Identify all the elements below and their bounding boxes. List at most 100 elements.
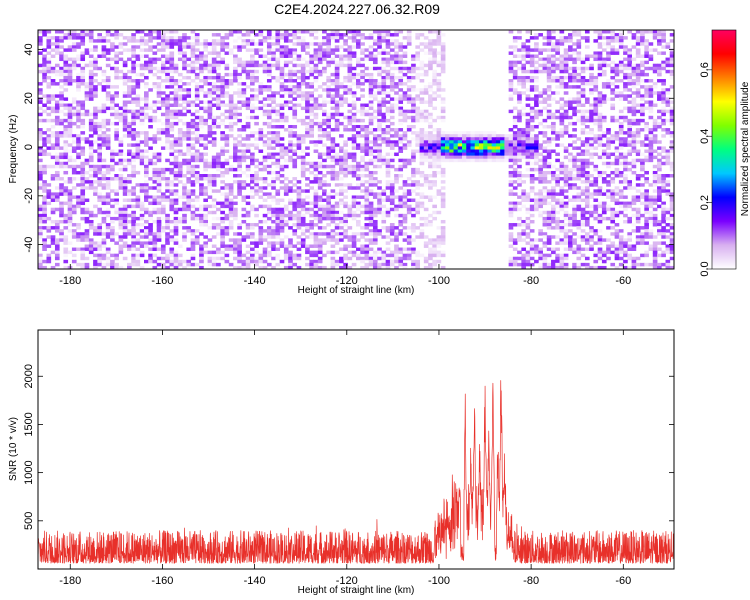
heatmap-cell bbox=[584, 66, 590, 71]
heatmap-cell bbox=[415, 134, 420, 138]
heatmap-cell bbox=[576, 170, 582, 175]
heatmap-cell bbox=[279, 219, 285, 224]
heatmap-cell bbox=[589, 146, 594, 150]
heatmap-cell bbox=[216, 189, 221, 193]
heatmap-cell bbox=[351, 36, 357, 40]
heatmap-cell bbox=[372, 54, 378, 58]
heatmap-cell bbox=[305, 100, 310, 104]
heatmap-cell bbox=[118, 75, 124, 80]
heatmap-cell bbox=[601, 152, 607, 157]
heatmap-cell bbox=[334, 204, 340, 209]
heatmap-cell bbox=[466, 149, 471, 153]
heatmap-cell bbox=[415, 180, 420, 184]
heatmap-cell bbox=[517, 207, 522, 212]
heatmap-cell bbox=[50, 118, 56, 123]
heatmap-cell bbox=[135, 143, 141, 147]
heatmap-cell bbox=[177, 134, 183, 138]
heatmap-cell bbox=[576, 79, 582, 83]
heatmap-cell bbox=[568, 152, 573, 157]
heatmap-cell bbox=[313, 88, 319, 92]
heatmap-cell bbox=[512, 152, 518, 157]
heatmap-cell bbox=[385, 140, 391, 144]
heatmap-cell bbox=[97, 143, 102, 147]
heatmap-cell bbox=[631, 106, 637, 111]
heatmap-cell bbox=[194, 42, 200, 46]
heatmap-cell bbox=[190, 79, 196, 83]
heatmap-cell bbox=[245, 137, 251, 141]
heatmap-cell bbox=[428, 45, 433, 49]
heatmap-cell bbox=[241, 63, 247, 68]
heatmap-cell bbox=[54, 45, 60, 49]
heatmap-cell bbox=[131, 54, 136, 58]
heatmap-cell bbox=[661, 106, 666, 111]
heatmap-cell bbox=[46, 69, 52, 74]
heatmap-cell bbox=[402, 198, 408, 202]
heatmap-cell bbox=[224, 137, 230, 141]
heatmap-cell bbox=[237, 155, 242, 160]
heatmap-cell bbox=[580, 109, 586, 114]
heatmap-cell bbox=[440, 170, 446, 175]
heatmap-cell bbox=[194, 60, 200, 65]
heatmap-cell bbox=[661, 134, 666, 138]
heatmap-cell bbox=[351, 204, 357, 209]
heatmap-cell bbox=[127, 134, 132, 138]
heatmap-cell bbox=[300, 39, 306, 43]
heatmap-cell bbox=[207, 134, 213, 138]
heatmap-cell bbox=[411, 180, 416, 184]
heatmap-cell bbox=[309, 131, 314, 135]
heatmap-cell bbox=[644, 134, 649, 138]
heatmap-cell bbox=[71, 204, 77, 209]
heatmap-cell bbox=[563, 48, 569, 52]
heatmap-cell bbox=[326, 75, 331, 80]
heatmap-cell bbox=[555, 201, 560, 206]
heatmap-cell bbox=[432, 30, 437, 34]
heatmap-cell bbox=[631, 170, 637, 175]
heatmap-cell bbox=[411, 66, 416, 71]
heatmap-cell bbox=[593, 152, 599, 157]
heatmap-cell bbox=[445, 155, 450, 160]
heatmap-cell bbox=[483, 158, 488, 163]
heatmap-cell bbox=[317, 155, 323, 160]
heatmap-cell bbox=[250, 131, 255, 135]
heatmap-cell bbox=[216, 152, 221, 157]
heatmap-cell bbox=[644, 189, 649, 193]
heatmap-cell bbox=[250, 75, 255, 80]
heatmap-cell bbox=[593, 137, 599, 141]
heatmap-cell bbox=[381, 128, 387, 132]
heatmap-cell bbox=[220, 134, 225, 138]
heatmap-cell bbox=[385, 75, 391, 80]
heatmap-cell bbox=[322, 134, 327, 138]
heatmap-cell bbox=[428, 48, 433, 52]
heatmap-cell bbox=[148, 103, 153, 107]
heatmap-cell bbox=[381, 36, 387, 40]
heatmap-cell bbox=[593, 134, 599, 138]
heatmap-cell bbox=[80, 72, 86, 77]
heatmap-cell bbox=[436, 128, 442, 132]
heatmap-cell bbox=[334, 33, 340, 37]
heatmap-cell bbox=[343, 152, 348, 157]
heatmap-cell bbox=[131, 63, 136, 68]
heatmap-cell bbox=[381, 30, 387, 34]
heatmap-cell bbox=[648, 210, 654, 215]
heatmap-cell bbox=[648, 66, 654, 71]
heatmap-cell bbox=[339, 183, 344, 187]
heatmap-cell bbox=[266, 210, 272, 215]
heatmap-cell bbox=[601, 207, 607, 212]
heatmap-cell bbox=[250, 103, 255, 107]
heatmap-cell bbox=[351, 124, 357, 129]
heatmap-cell bbox=[144, 198, 149, 202]
heatmap-cell bbox=[449, 140, 454, 144]
heatmap-cell bbox=[415, 137, 420, 141]
heatmap-cell bbox=[194, 103, 200, 107]
heatmap-cell bbox=[169, 30, 175, 34]
heatmap-cell bbox=[54, 69, 60, 74]
heatmap-cell bbox=[623, 82, 628, 86]
heatmap-cell bbox=[559, 170, 565, 175]
heatmap-cell bbox=[546, 109, 552, 114]
heatmap-cell bbox=[606, 174, 611, 178]
heatmap-cell bbox=[627, 128, 632, 132]
heatmap-cell bbox=[568, 97, 573, 101]
heatmap-cell bbox=[283, 158, 289, 163]
heatmap-cell bbox=[635, 177, 641, 181]
heatmap-cell bbox=[296, 204, 302, 209]
